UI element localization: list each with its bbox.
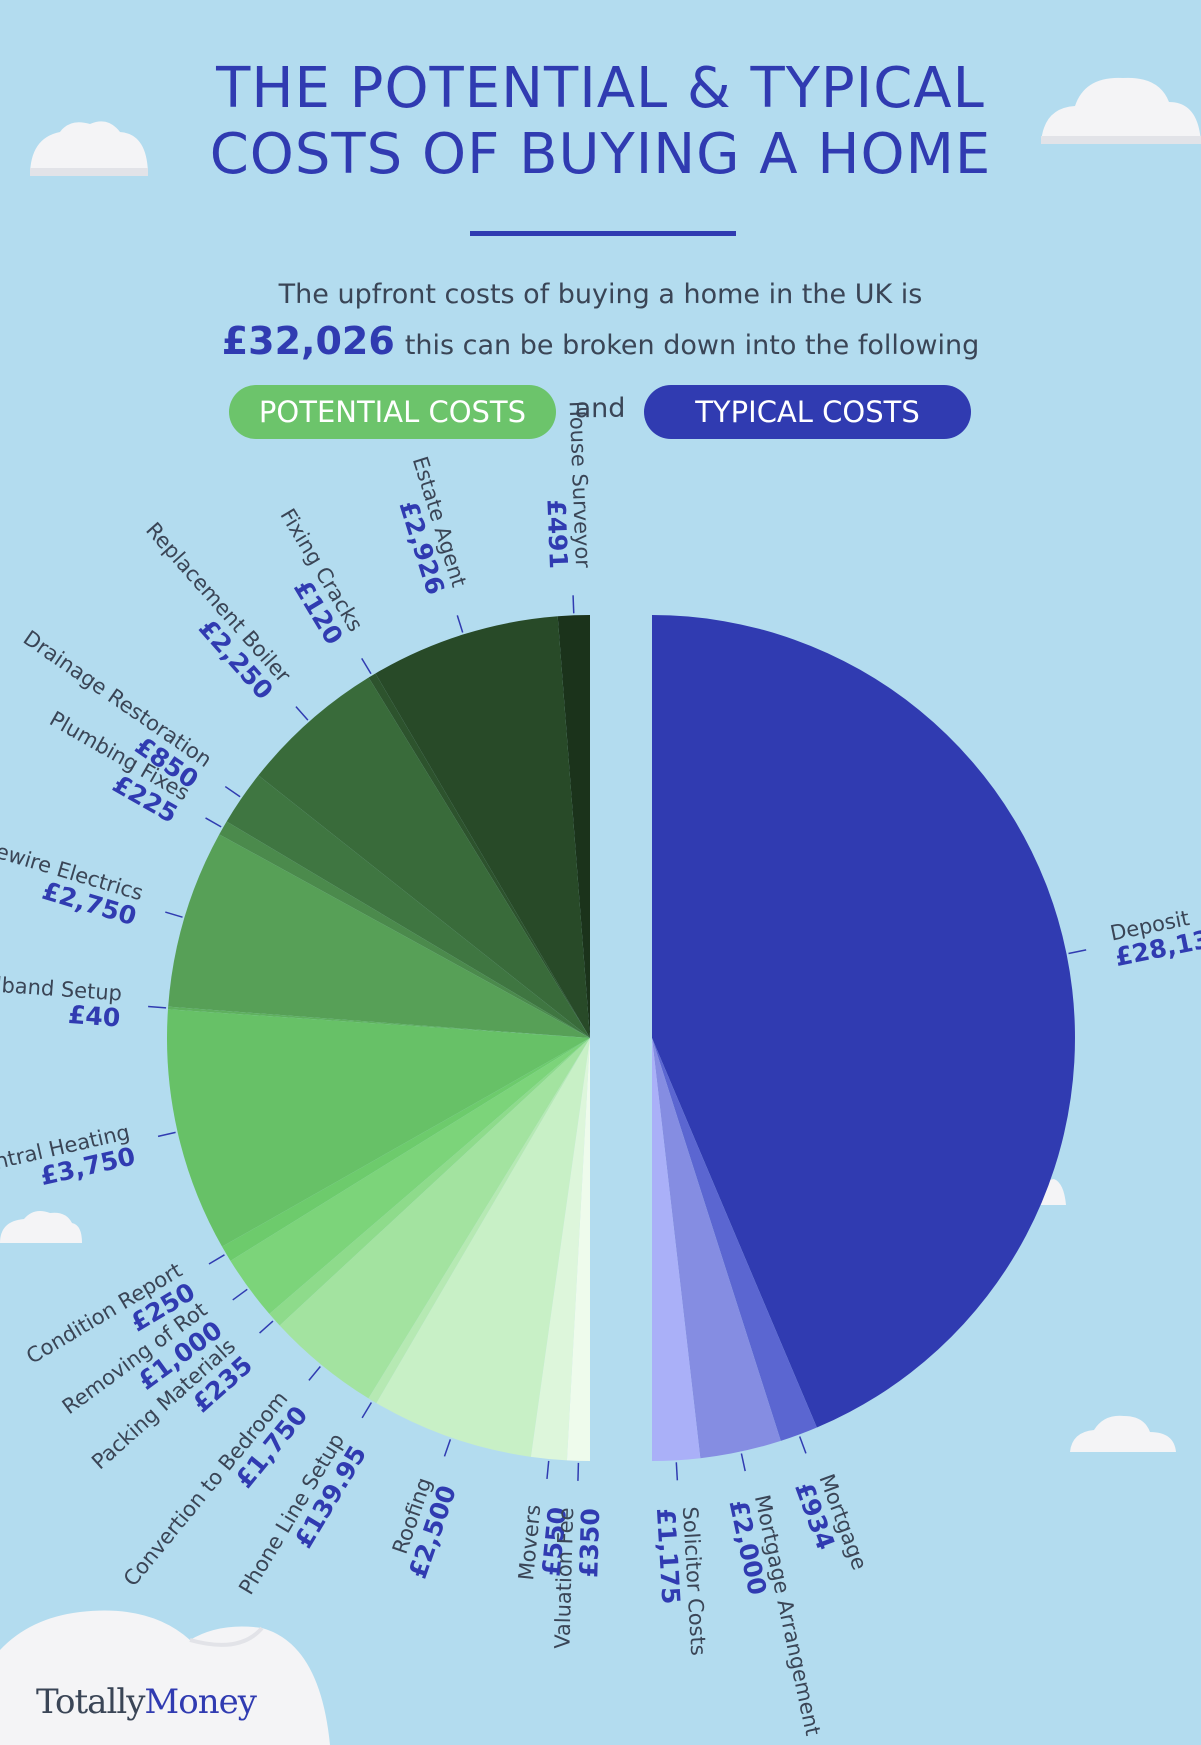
slice-removing-of-rot xyxy=(230,1038,590,1314)
label-tick xyxy=(1068,949,1087,955)
slice-valuation-fee xyxy=(566,1038,590,1461)
label-tick xyxy=(740,1453,746,1472)
slice-label-install-central-heating: Install Central Heating£3,750 xyxy=(0,1120,138,1196)
brand-part-2: Money xyxy=(144,1682,257,1722)
cloud-icon xyxy=(1070,1415,1176,1452)
subtitle-line-1: The upfront costs of buying a home in th… xyxy=(278,279,923,310)
label-tick xyxy=(798,1436,807,1454)
slice-name: Broadband Setup xyxy=(0,969,123,1006)
label-tick xyxy=(443,1439,452,1457)
label-tick xyxy=(259,1320,274,1334)
cloud-icon xyxy=(0,1610,330,1745)
subtitle-line-2-text: this can be broken down into the followi… xyxy=(404,330,980,361)
subtitle-line-2: £32,026 this can be broken down into the … xyxy=(0,318,1201,369)
slice-value: £40 xyxy=(67,1000,121,1033)
slice-label-solicitor-costs: Solicitor Costs£1,175 xyxy=(651,1506,710,1656)
title-line-1: THE POTENTIAL & TYPICAL xyxy=(216,56,985,121)
legend-and: and xyxy=(574,393,626,424)
cloud-icon xyxy=(0,1211,82,1243)
slice-label-valuation-fee: Valuation Fee£350 xyxy=(550,1507,605,1649)
slice-value: £491 xyxy=(541,499,573,570)
slice-plumbing-fixes xyxy=(219,821,590,1038)
title-line-2: COSTS OF BUYING A HOME xyxy=(209,122,992,187)
slice-mortgage-arrangement xyxy=(652,1038,781,1459)
slice-label-replacement-boiler: Replacement Boiler£2,250 xyxy=(141,518,295,705)
slice-label-house-surveyor: House Surveyor£491 xyxy=(541,401,595,570)
slice-replacement-boiler xyxy=(258,677,590,1038)
slice-value: £1,175 xyxy=(651,1507,685,1605)
slice-label-deposit: Deposit£28,130 xyxy=(1108,906,1201,972)
label-tick xyxy=(361,1402,373,1419)
slice-label-broadband-setup: Broadband Setup£40 xyxy=(0,969,123,1033)
label-tick xyxy=(205,817,222,828)
label-tick xyxy=(572,595,575,614)
slice-install-central-heating xyxy=(167,1009,590,1247)
slice-house-surveyor xyxy=(557,615,590,1038)
slice-label-mortgage: Mortgage£934 xyxy=(789,1471,872,1573)
slice-value: £550 xyxy=(537,1506,573,1578)
slice-drainage-restoration xyxy=(226,775,590,1038)
slice-label-rewire-electrics: Rewire Electrics£2,750 xyxy=(0,835,146,931)
slice-roofing xyxy=(376,1038,590,1457)
slice-label-roofing: Roofing£2,500 xyxy=(388,1474,462,1582)
slice-name: Valuation Fee xyxy=(550,1507,578,1649)
label-tick xyxy=(224,785,241,798)
label-tick xyxy=(675,1462,679,1481)
cloud-icon xyxy=(30,121,148,176)
slice-broadband-setup xyxy=(167,1006,591,1038)
label-tick xyxy=(295,706,309,721)
slice-convertion-to-bedroom xyxy=(279,1038,590,1399)
page-title: THE POTENTIAL & TYPICAL COSTS OF BUYING … xyxy=(0,56,1201,188)
slice-movers xyxy=(530,1038,590,1461)
brand-logo: TotallyMoney xyxy=(36,1682,257,1722)
cloud-icon xyxy=(1041,77,1201,144)
subtitle: The upfront costs of buying a home in th… xyxy=(0,272,1201,369)
slice-mortgage xyxy=(652,1038,817,1441)
legend-typical-costs: TYPICAL COSTS xyxy=(644,385,971,439)
slice-label-fixing-cracks: Fixing Cracks£120 xyxy=(275,504,367,649)
label-tick xyxy=(361,657,372,675)
slice-condition-report xyxy=(222,1038,590,1261)
label-tick xyxy=(165,911,183,918)
slice-label-drainage-restoration: Drainage Restoration£850 xyxy=(19,626,216,795)
slice-rewire-electrics xyxy=(168,834,590,1038)
title-divider xyxy=(470,231,736,236)
slice-deposit xyxy=(652,615,1075,1428)
label-tick xyxy=(456,615,464,633)
label-tick xyxy=(157,1131,176,1138)
label-tick xyxy=(232,1288,248,1301)
slice-estate-agent xyxy=(375,616,590,1038)
slice-solicitor-costs xyxy=(652,1038,701,1461)
slice-name: Replacement Boiler xyxy=(141,518,295,688)
label-tick xyxy=(208,1254,225,1265)
slice-label-movers: Movers£550 xyxy=(514,1504,573,1582)
slice-fixing-cracks xyxy=(368,673,590,1038)
slice-phone-line-setup xyxy=(368,1038,590,1404)
legend-potential-costs: POTENTIAL COSTS xyxy=(229,385,556,439)
total-amount: £32,026 xyxy=(221,319,395,363)
label-tick xyxy=(148,1005,167,1009)
label-tick xyxy=(308,1366,321,1381)
label-tick xyxy=(546,1460,550,1479)
slice-packing-materials xyxy=(269,1038,590,1326)
brand-part-1: Totally xyxy=(36,1682,145,1722)
slice-label-estate-agent: Estate Agent£2,926 xyxy=(394,454,472,598)
slice-value: £350 xyxy=(574,1508,605,1578)
